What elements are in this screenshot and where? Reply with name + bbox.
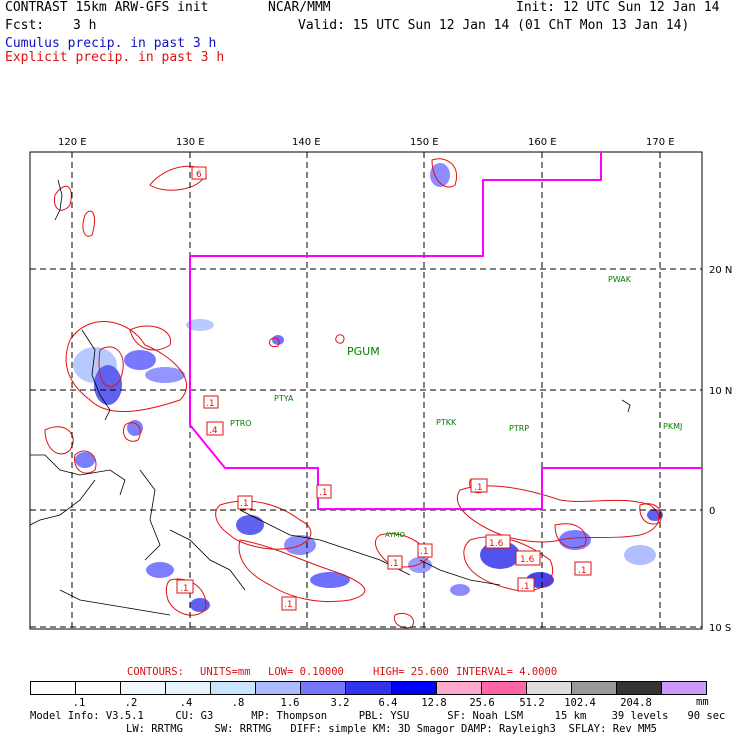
station-pgum: PGUM (347, 345, 380, 358)
svg-text:.1: .1 (390, 559, 399, 569)
contour-label: .1 (176, 579, 194, 594)
contour-label: .1 (517, 577, 535, 592)
contour-label: .1 (470, 478, 488, 493)
colorbar-label: .4 (179, 697, 193, 709)
contour-label: .1 (203, 395, 219, 409)
explicit-precip-title: Explicit precip. in past 3 h (5, 50, 225, 65)
contours-high: HIGH= 25.600 (373, 666, 449, 678)
colorbar-swatch (571, 682, 617, 694)
contours-interval: INTERVAL= 4.0000 (456, 666, 558, 678)
lat-label-10n: 10 N (709, 386, 732, 397)
precip-colorbar (30, 681, 707, 695)
colorbar-label: 1.6 (280, 697, 300, 709)
colorbar-label: 6.4 (378, 697, 398, 709)
colorbar-swatch (616, 682, 662, 694)
contour-label: .1 (281, 596, 297, 611)
valid-time: Valid: 15 UTC Sun 12 Jan 14 (01 ChT Mon … (298, 18, 690, 33)
station-ptro: PTRO (230, 419, 252, 428)
contours-units: UNITS=mm (200, 666, 251, 678)
colorbar-swatch (256, 682, 302, 694)
station-aymo: AYMO (385, 531, 406, 539)
colorbar-swatch (661, 682, 706, 694)
svg-text:1.6: 1.6 (520, 555, 535, 565)
colorbar-swatch (121, 682, 167, 694)
lon-label-150e: 150 E (410, 137, 439, 148)
contour-label: 1.6 (485, 534, 511, 549)
contour-label: .4 (206, 421, 224, 436)
colorbar-swatch (391, 682, 437, 694)
colorbar-swatch (346, 682, 392, 694)
organization: NCAR/MMM (268, 0, 331, 15)
colorbar-label: 3.2 (330, 697, 350, 709)
region-boundary (189, 152, 702, 510)
svg-text:.1: .1 (420, 547, 429, 557)
lon-label-120e: 120 E (58, 137, 87, 148)
model-info-line1: Model Info: V3.5.1 CU: G3 MP: Thompson P… (30, 710, 726, 722)
cumulus-precip-title: Cumulus precip. in past 3 h (5, 36, 217, 51)
colorbar-label: .2 (124, 697, 138, 709)
colorbar-swatch (31, 682, 77, 694)
station-pkmj: PKMJ (663, 422, 682, 431)
colorbar-swatch (211, 682, 257, 694)
svg-text:.1: .1 (474, 483, 483, 493)
svg-text:.1: .1 (240, 499, 249, 509)
colorbar-label: 204.8 (620, 697, 652, 709)
init-time: Init: 12 UTC Sun 12 Jan 14 (516, 0, 720, 15)
colorbar-label: 102.4 (564, 697, 596, 709)
model-info-line2: LW: RRTMG SW: RRTMG DIFF: simple KM: 3D … (126, 723, 658, 735)
colorbar-label: 12.8 (421, 697, 447, 709)
cumulus-precip-shading (73, 163, 663, 612)
svg-text:.1: .1 (206, 399, 215, 409)
svg-text:.1: .1 (180, 584, 189, 594)
lon-label-130e: 130 E (176, 137, 205, 148)
contour-label: .1 (237, 495, 253, 510)
svg-text:.1: .1 (521, 582, 530, 592)
svg-text:.4: .4 (209, 426, 218, 436)
lat-label-10s: 10 S (709, 623, 731, 634)
lat-lon-grid (30, 152, 702, 629)
colorbar-label: .1 (72, 697, 86, 709)
colorbar-swatch (481, 682, 527, 694)
lon-label-160e: 160 E (528, 137, 557, 148)
forecast-label: Fcst: (5, 18, 45, 33)
colorbar-label: .8 (231, 697, 245, 709)
contour-label: .1 (387, 555, 403, 570)
svg-text:.1: .1 (319, 488, 328, 498)
colorbar-label: 25.6 (469, 697, 495, 709)
contour-label: .1 (316, 484, 332, 499)
colorbar-label: 51.2 (519, 697, 545, 709)
coastlines (29, 179, 631, 616)
lat-label-0: 0 (709, 506, 715, 517)
contours-label: CONTOURS: (127, 666, 184, 678)
colorbar-swatch (301, 682, 347, 694)
contour-label: 1.6 (515, 550, 541, 566)
svg-text:6: 6 (196, 170, 202, 180)
svg-text:1.6: 1.6 (489, 539, 504, 549)
svg-text:.1: .1 (578, 566, 587, 576)
contour-label: 6 (191, 166, 207, 180)
svg-text:.1: .1 (284, 600, 293, 610)
colorbar-swatch (436, 682, 482, 694)
contour-label: .1 (574, 561, 592, 576)
station-ptya: PTYA (274, 394, 294, 403)
lon-label-170e: 170 E (646, 137, 675, 148)
forecast-hour: 3 h (73, 18, 97, 33)
contour-label: .1 (417, 543, 433, 558)
model-title: CONTRAST 15km ARW-GFS init (5, 0, 209, 15)
colorbar-unit: mm (696, 696, 709, 708)
colorbar-swatch (76, 682, 122, 694)
lat-label-20n: 20 N (709, 265, 732, 276)
colorbar-swatch (166, 682, 212, 694)
station-ptrp: PTRP (509, 424, 529, 433)
station-pwak: PWAK (608, 275, 632, 284)
colorbar-swatch (526, 682, 572, 694)
lon-label-140e: 140 E (292, 137, 321, 148)
explicit-precip-contours (44, 158, 662, 629)
station-ptkk: PTKK (436, 418, 457, 427)
contours-low: LOW= 0.10000 (268, 666, 344, 678)
